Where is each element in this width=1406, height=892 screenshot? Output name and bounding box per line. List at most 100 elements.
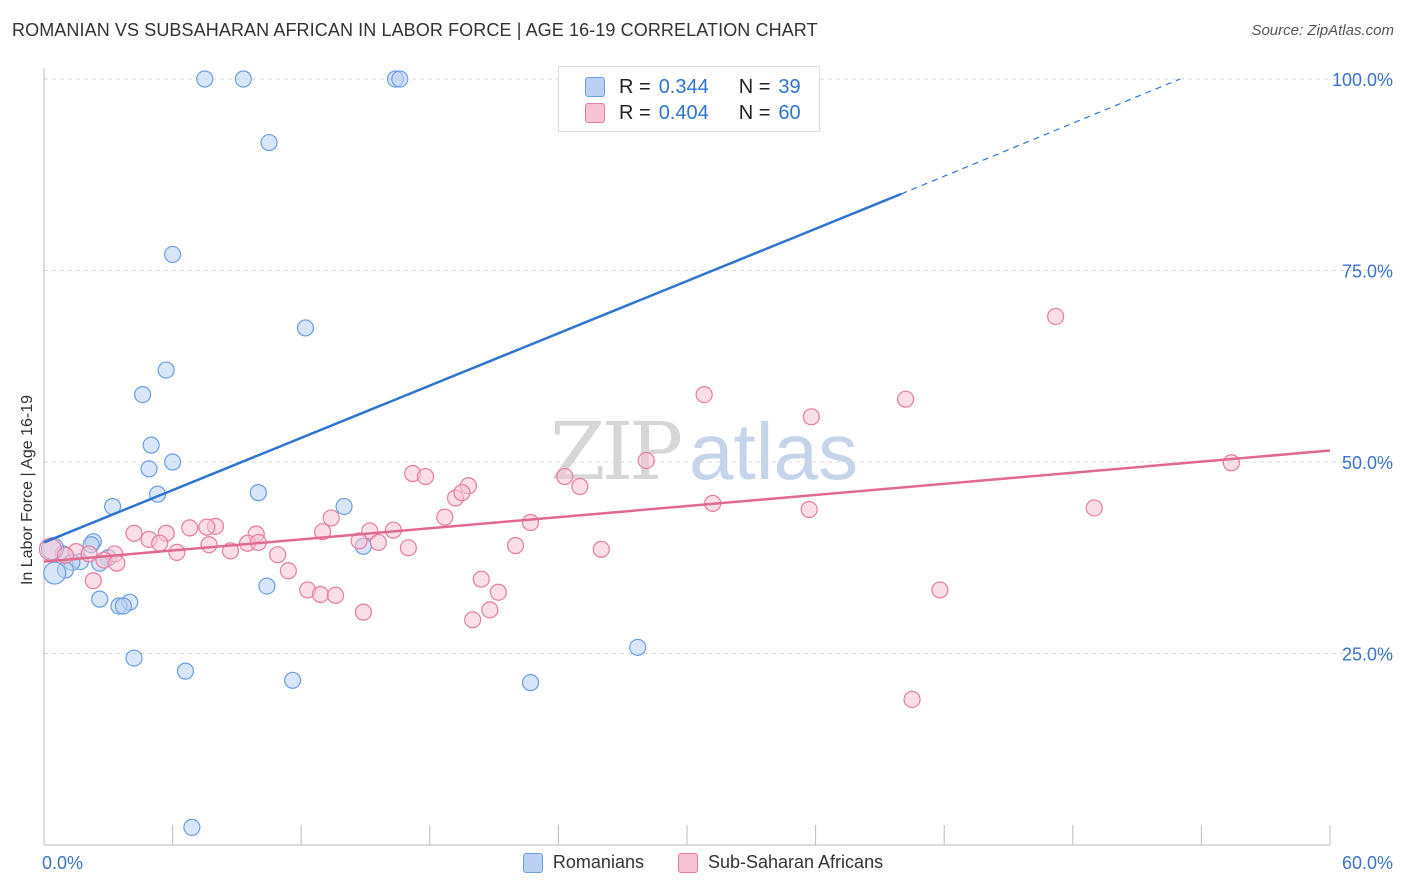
romanian-point	[284, 671, 302, 689]
romanian-point	[196, 70, 214, 88]
romanian-point	[43, 561, 67, 585]
romanian-point	[296, 319, 315, 337]
subsaharan-point	[464, 611, 482, 629]
legend-n-value: 60	[778, 101, 801, 124]
legend-row-romanians: R = 0.344 N = 39	[585, 75, 801, 99]
romanian-point	[335, 497, 353, 516]
subsaharan-point	[200, 536, 218, 554]
legend-n-label: N =	[738, 101, 771, 124]
legend-swatch-pink	[585, 103, 605, 123]
subsaharan-point	[399, 539, 417, 557]
romanian-point	[114, 597, 132, 615]
series-legend: Romanians Sub-Saharan Africans	[0, 852, 1406, 873]
subsaharan-point	[1047, 307, 1065, 326]
subsaharan-point	[556, 467, 574, 486]
romanian-point	[183, 818, 201, 836]
romanian-point	[142, 436, 160, 454]
subsaharan-point	[436, 508, 454, 526]
subsaharan-point	[198, 518, 216, 536]
subsaharan-point	[151, 534, 169, 552]
subsaharan-point	[80, 545, 98, 563]
subsaharan-point	[489, 583, 507, 601]
subsaharan-point	[108, 554, 126, 572]
romanian-point	[629, 638, 647, 656]
y-tick-label: 100.0%	[1332, 70, 1393, 90]
subsaharan-point	[481, 601, 499, 619]
subsaharan-point	[279, 562, 297, 580]
watermark: ZIP atlas	[550, 405, 858, 498]
subsaharan-point	[1222, 454, 1241, 472]
y-tick-label: 75.0%	[1342, 262, 1393, 282]
series-legend-label: Romanians	[552, 852, 644, 872]
chart-title: ROMANIAN VS SUBSAHARAN AFRICAN IN LABOR …	[12, 20, 818, 40]
subsaharan-point	[453, 484, 471, 502]
correlation-legend: R = 0.344 N = 39 R = 0.404 N = 60	[558, 66, 820, 132]
romanian-point	[140, 460, 158, 478]
x-tick-label: 0.0%	[42, 853, 83, 873]
subsaharan-point	[125, 524, 143, 542]
subsaharan-point	[506, 536, 525, 555]
series-legend-label: Sub-Saharan Africans	[707, 852, 884, 872]
subsaharan-point	[314, 523, 332, 541]
subsaharan-point	[571, 477, 589, 496]
legend-n-value: 39	[778, 75, 801, 98]
series-legend-item-subsaharan: Sub-Saharan Africans	[677, 852, 884, 873]
romanian-point	[176, 662, 195, 680]
romanian-point	[391, 70, 409, 88]
legend-row-subsaharan: R = 0.404 N = 60	[585, 101, 801, 125]
subsaharan-point	[369, 533, 387, 552]
subsaharan-point	[897, 390, 915, 408]
romanian-point	[157, 361, 175, 379]
y-tick-label: 50.0%	[1342, 453, 1393, 473]
source-label: Source: ZipAtlas.com	[1251, 22, 1394, 39]
subsaharan-trend-line	[43, 449, 1331, 563]
subsaharan-point	[1085, 499, 1103, 517]
romanian-point	[260, 133, 278, 152]
subsaharan-point	[181, 519, 199, 537]
subsaharan-point	[84, 572, 102, 590]
subsaharan-point	[521, 513, 540, 532]
legend-r-value: 0.404	[658, 101, 709, 124]
subsaharan-point	[326, 586, 345, 604]
subsaharan-point	[800, 500, 818, 519]
romanian-point	[258, 577, 276, 595]
romanian-point	[521, 674, 540, 692]
romanian-point	[125, 649, 143, 667]
subsaharan-point	[416, 467, 435, 486]
romanian-point	[164, 453, 182, 471]
romanian-point	[249, 484, 267, 502]
subsaharan-point	[592, 540, 610, 558]
subsaharan-point	[472, 570, 490, 588]
y-axis-title-wrap: In Labor Force | Age 16-19	[16, 300, 40, 680]
romanian-point	[133, 385, 152, 404]
subsaharan-point	[168, 543, 186, 561]
romanian-point	[91, 590, 109, 608]
legend-swatch-pink	[677, 852, 698, 873]
series-legend-item-romanians: Romanians	[522, 852, 644, 873]
y-axis-title: In Labor Force | Age 16-19	[19, 394, 36, 586]
legend-r-value: 0.344	[658, 75, 709, 98]
romanian-point	[234, 70, 252, 88]
subsaharan-point	[802, 408, 820, 426]
subsaharan-point	[269, 546, 287, 564]
romanian-trend-extension	[901, 78, 1181, 195]
x-tick-label: 60.0%	[1342, 853, 1393, 873]
legend-r-label: R =	[619, 101, 651, 124]
subsaharan-point	[695, 385, 713, 404]
legend-swatch-blue	[522, 852, 543, 873]
subsaharan-point	[354, 603, 372, 621]
subsaharan-point	[350, 532, 368, 550]
legend-n-label: N =	[738, 75, 771, 98]
subsaharan-point	[322, 509, 340, 527]
watermark-atlas: atlas	[689, 407, 858, 496]
legend-r-label: R =	[619, 75, 651, 98]
subsaharan-point	[637, 451, 655, 470]
legend-swatch-blue	[585, 77, 605, 97]
subsaharan-point	[311, 585, 330, 604]
romanian-trend-line	[43, 192, 902, 544]
subsaharan-point	[903, 690, 921, 709]
watermark-zip: ZIP	[550, 405, 683, 498]
subsaharan-point	[931, 581, 949, 599]
romanian-point	[164, 245, 182, 264]
